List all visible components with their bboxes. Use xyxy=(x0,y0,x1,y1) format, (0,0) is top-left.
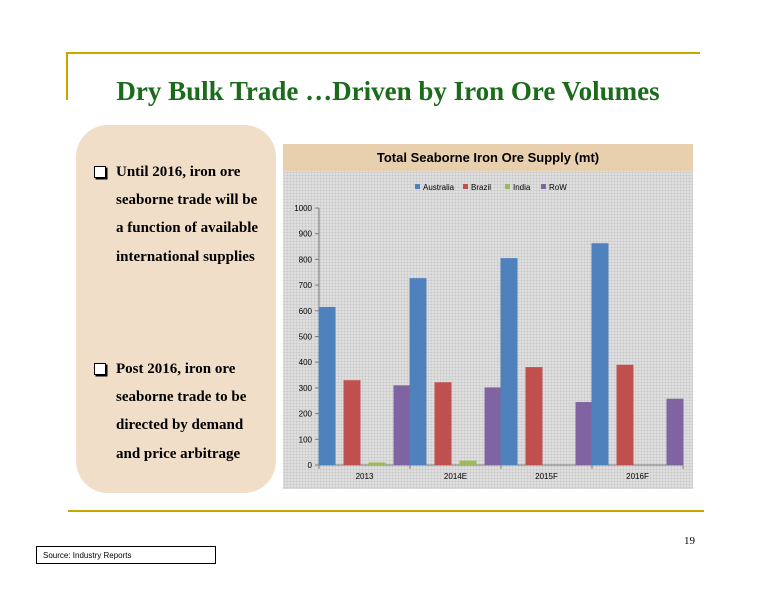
bar-chart: Australia Brazil India RoW 0 100 200 300 400 500… xyxy=(294,183,684,481)
chart-legend: Australia Brazil India RoW xyxy=(415,183,567,192)
bar-brazil-2013 xyxy=(343,380,361,465)
y-tick-label: 800 xyxy=(299,255,313,264)
page-number: 19 xyxy=(684,535,695,547)
bar-row-2013 xyxy=(393,385,411,465)
bar-brazil-2015f xyxy=(525,367,543,465)
source-note: Source: Industry Reports xyxy=(36,546,216,564)
legend-swatch-australia xyxy=(415,184,420,189)
y-axis: 0 100 200 300 400 500 600 700 800 900 1000 xyxy=(294,204,320,470)
x-tick-label: 2014E xyxy=(444,472,467,481)
bar-australia-2014e xyxy=(409,278,427,465)
bar-brazil-2014e xyxy=(434,382,452,465)
bar-row-2016f xyxy=(666,398,684,465)
y-tick-label: 0 xyxy=(308,461,313,470)
bar-brazil-2016f xyxy=(616,364,634,465)
bar-australia-2016f xyxy=(591,243,609,465)
bar-india-2014e xyxy=(459,460,477,465)
bar-india-2013 xyxy=(368,462,386,465)
bullet-item-1: Until 2016, iron ore seaborne trade will… xyxy=(94,158,264,271)
x-axis: 2013 2014E 2015F 2016F xyxy=(318,464,684,481)
x-tick-label: 2016F xyxy=(626,472,649,481)
y-tick-label: 1000 xyxy=(294,204,312,213)
y-tick-label: 300 xyxy=(299,384,313,393)
top-rule xyxy=(66,52,700,54)
y-tick-label: 100 xyxy=(299,435,313,444)
bullet-text-2: Post 2016, iron ore seaborne trade to be… xyxy=(116,361,247,462)
bar-australia-2013 xyxy=(318,306,336,465)
checkbox-bullet-icon xyxy=(94,166,106,178)
legend-label-india: India xyxy=(513,183,531,192)
bar-australia-2015f xyxy=(500,258,518,465)
legend-label-brazil: Brazil xyxy=(471,183,491,192)
y-tick-label: 900 xyxy=(299,230,313,239)
bullet-item-2: Post 2016, iron ore seaborne trade to be… xyxy=(94,355,264,468)
y-tick-label: 700 xyxy=(299,281,313,290)
y-tick-label: 200 xyxy=(299,410,313,419)
legend-swatch-india xyxy=(505,184,510,189)
chart-title: Total Seaborne Iron Ore Supply (mt) xyxy=(283,144,693,171)
x-tick-label: 2013 xyxy=(356,472,374,481)
bullet-text-1: Until 2016, iron ore seaborne trade will… xyxy=(116,164,259,265)
bars xyxy=(318,243,684,465)
legend-swatch-row xyxy=(541,184,546,189)
slide-title: Dry Bulk Trade …Driven by Iron Ore Volum… xyxy=(116,76,660,106)
legend-label-row: RoW xyxy=(549,183,567,192)
checkbox-bullet-icon xyxy=(94,363,106,375)
bar-row-2014e xyxy=(484,387,502,465)
y-tick-label: 500 xyxy=(299,333,313,342)
bullet-panel xyxy=(76,125,276,493)
y-tick-label: 400 xyxy=(299,358,313,367)
x-tick-label: 2015F xyxy=(535,472,558,481)
legend-swatch-brazil xyxy=(463,184,468,189)
bottom-rule xyxy=(68,510,704,512)
bar-row-2015f xyxy=(575,402,593,465)
y-tick-label: 600 xyxy=(299,307,313,316)
top-left-tick xyxy=(66,52,68,100)
legend-label-australia: Australia xyxy=(423,183,455,192)
